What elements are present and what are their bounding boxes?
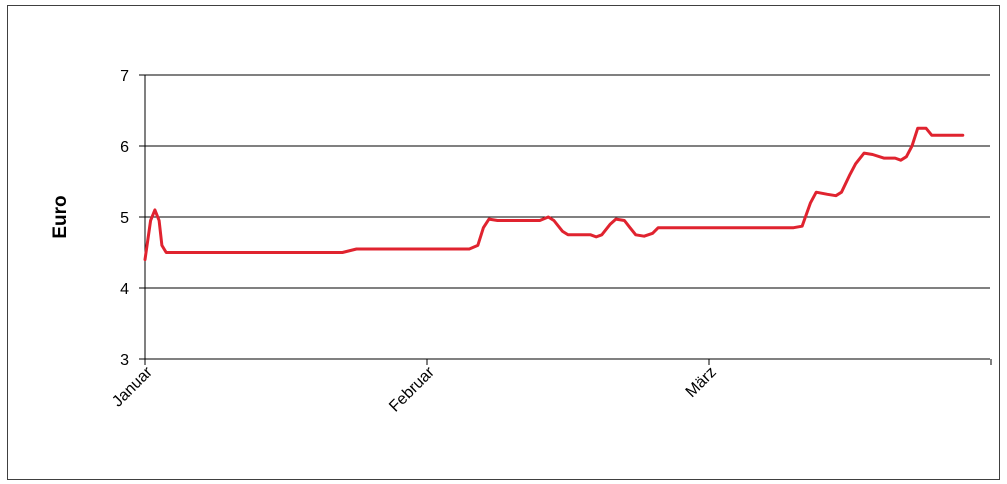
y-tick-label-7: 7 bbox=[120, 68, 129, 85]
x-tick-label-1: Januar bbox=[109, 363, 156, 410]
x-axis-ticks: Januar Februar März bbox=[109, 359, 992, 415]
x-tick-label-2: Februar bbox=[386, 363, 438, 415]
series-layer bbox=[143, 126, 965, 262]
y-axis-ticks: 3 4 5 6 7 bbox=[120, 68, 145, 369]
chart-frame bbox=[7, 5, 1000, 480]
x-tick-label-3: März bbox=[683, 364, 720, 401]
y-axis-title: Euro bbox=[50, 195, 71, 238]
y-tick-label-4: 4 bbox=[120, 281, 129, 298]
series-line-1 bbox=[143, 126, 965, 262]
gridlines bbox=[145, 74, 990, 289]
y-tick-label-6: 6 bbox=[120, 139, 129, 156]
y-tick-label-5: 5 bbox=[120, 210, 129, 227]
y-tick-label-3: 3 bbox=[120, 352, 129, 369]
